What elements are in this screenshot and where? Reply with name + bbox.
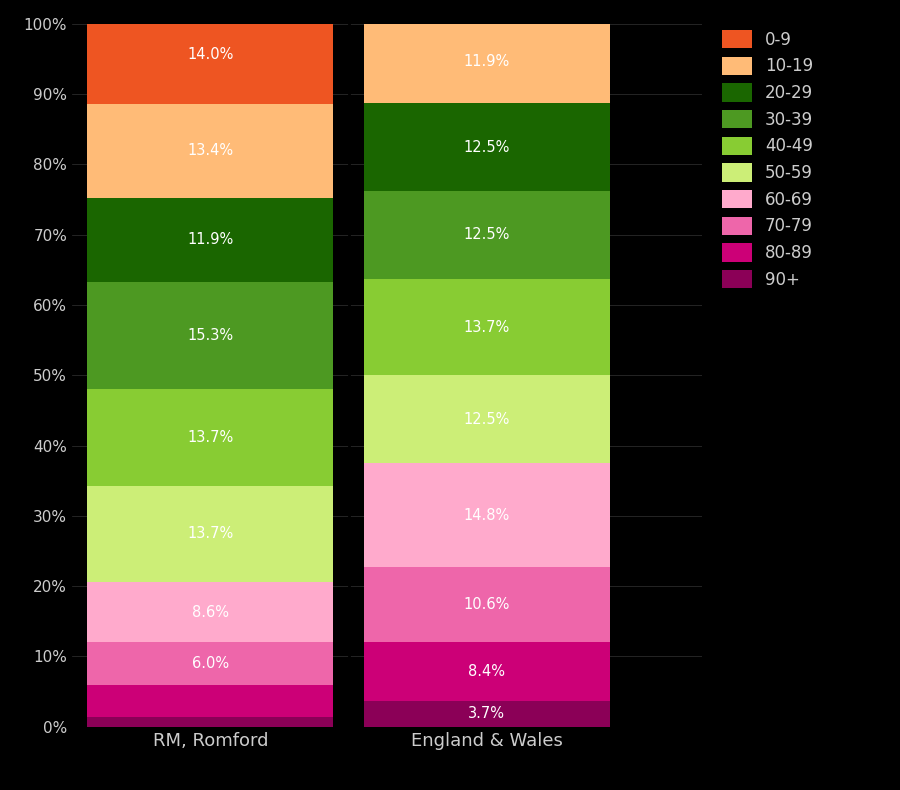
Legend: 0-9, 10-19, 20-29, 30-39, 40-49, 50-59, 60-69, 70-79, 80-89, 90+: 0-9, 10-19, 20-29, 30-39, 40-49, 50-59, … bbox=[716, 25, 818, 294]
Bar bbox=[364, 641, 610, 701]
Text: 14.8%: 14.8% bbox=[464, 508, 510, 523]
Bar bbox=[364, 701, 610, 727]
Bar bbox=[87, 717, 333, 727]
Bar bbox=[87, 282, 333, 389]
Text: 13.7%: 13.7% bbox=[464, 320, 510, 335]
Bar bbox=[364, 103, 610, 191]
Text: 3.7%: 3.7% bbox=[468, 706, 506, 721]
Text: 6.0%: 6.0% bbox=[192, 656, 229, 671]
Text: 13.7%: 13.7% bbox=[187, 526, 233, 541]
Bar bbox=[87, 685, 333, 717]
Text: 8.4%: 8.4% bbox=[468, 664, 506, 679]
Bar bbox=[364, 375, 610, 463]
Bar bbox=[87, 582, 333, 642]
Bar bbox=[87, 486, 333, 582]
Bar bbox=[87, 6, 333, 103]
Text: 15.3%: 15.3% bbox=[187, 328, 233, 343]
Bar bbox=[87, 642, 333, 685]
Bar bbox=[364, 0, 610, 20]
Text: 11.9%: 11.9% bbox=[187, 232, 233, 247]
Text: 13.4%: 13.4% bbox=[187, 144, 233, 159]
Bar bbox=[364, 567, 610, 641]
Bar bbox=[364, 191, 610, 279]
Text: 14.0%: 14.0% bbox=[187, 47, 233, 62]
Text: 13.7%: 13.7% bbox=[187, 430, 233, 445]
Bar bbox=[364, 279, 610, 375]
Bar bbox=[87, 103, 333, 198]
Text: 12.5%: 12.5% bbox=[464, 412, 510, 427]
Text: 12.5%: 12.5% bbox=[464, 228, 510, 243]
Text: 10.6%: 10.6% bbox=[464, 597, 510, 612]
Bar bbox=[87, 198, 333, 282]
Bar bbox=[364, 20, 610, 103]
Text: 11.9%: 11.9% bbox=[464, 54, 510, 69]
Bar bbox=[364, 463, 610, 567]
Text: 8.6%: 8.6% bbox=[192, 604, 229, 619]
Text: 12.5%: 12.5% bbox=[464, 140, 510, 155]
Bar bbox=[87, 389, 333, 486]
